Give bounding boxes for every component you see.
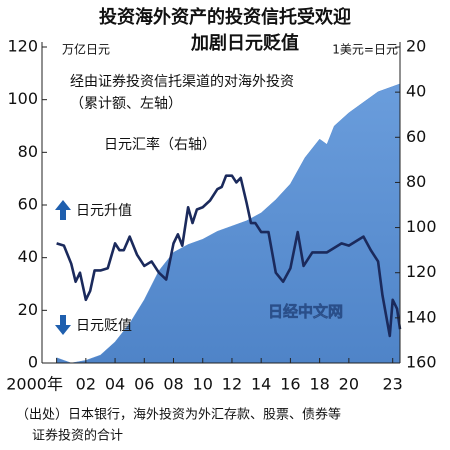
watermark: 日经中文网 <box>268 303 343 321</box>
x-tick-label: 08 <box>163 375 183 394</box>
x-tick-label: 20 <box>339 375 359 394</box>
source: （出处）日本银行，海外投资为外汇存款、股票、债券等 <box>16 407 341 423</box>
y-axis-label: 万亿日元 <box>62 42 110 57</box>
x-tick-label: 23 <box>383 375 403 394</box>
x-tick-label: 02 <box>76 375 96 394</box>
series-label: 经由证券投资信托渠道的对海外投资 <box>70 74 294 90</box>
y-tick-label: 20 <box>18 300 38 319</box>
x-tick-label: 14 <box>251 375 271 394</box>
series-label: 日元汇率（右轴） <box>104 136 216 153</box>
x-tick-label: 18 <box>309 375 329 394</box>
y2-tick-label: 60 <box>406 127 426 146</box>
y2-axis-label: 1美元=日元 <box>332 43 398 57</box>
y-tick-label: 60 <box>18 195 38 214</box>
x-tick-label: 06 <box>134 375 154 394</box>
x-tick-label: 04 <box>105 375 125 394</box>
y-tick-label: 100 <box>7 89 38 108</box>
chart-title: 加剧日元贬值 <box>190 32 299 54</box>
annotation: 日元贬值 <box>76 318 132 334</box>
y2-tick-label: 80 <box>406 172 426 191</box>
x-tick-label: 12 <box>222 375 242 394</box>
y2-tick-label: 20 <box>406 37 426 56</box>
chart-title: 投资海外资产的投资信托受欢迎 <box>99 6 351 28</box>
y2-tick-label: 140 <box>406 307 437 326</box>
area <box>56 83 401 364</box>
source: 证券投资的合计 <box>32 428 123 444</box>
y2-tick-label: 120 <box>406 262 437 281</box>
down-arrow <box>55 315 71 335</box>
y2-tick-label: 40 <box>406 82 426 101</box>
y2-tick-label: 160 <box>406 353 437 372</box>
y-tick-label: 0 <box>28 353 38 372</box>
y2-tick-label: 100 <box>406 217 437 236</box>
annotation: （累计额、左轴） <box>70 96 182 112</box>
y-tick-label: 120 <box>7 37 38 56</box>
line <box>56 174 402 338</box>
x-tick-label: 10 <box>193 375 213 394</box>
x-tick-label: 16 <box>280 375 300 394</box>
x-tick-label: 2000年 <box>6 375 63 394</box>
y-tick-label: 80 <box>18 142 38 161</box>
y-tick-label: 40 <box>18 247 38 266</box>
up-arrow <box>55 200 71 220</box>
annotation: 日元升值 <box>76 203 132 219</box>
